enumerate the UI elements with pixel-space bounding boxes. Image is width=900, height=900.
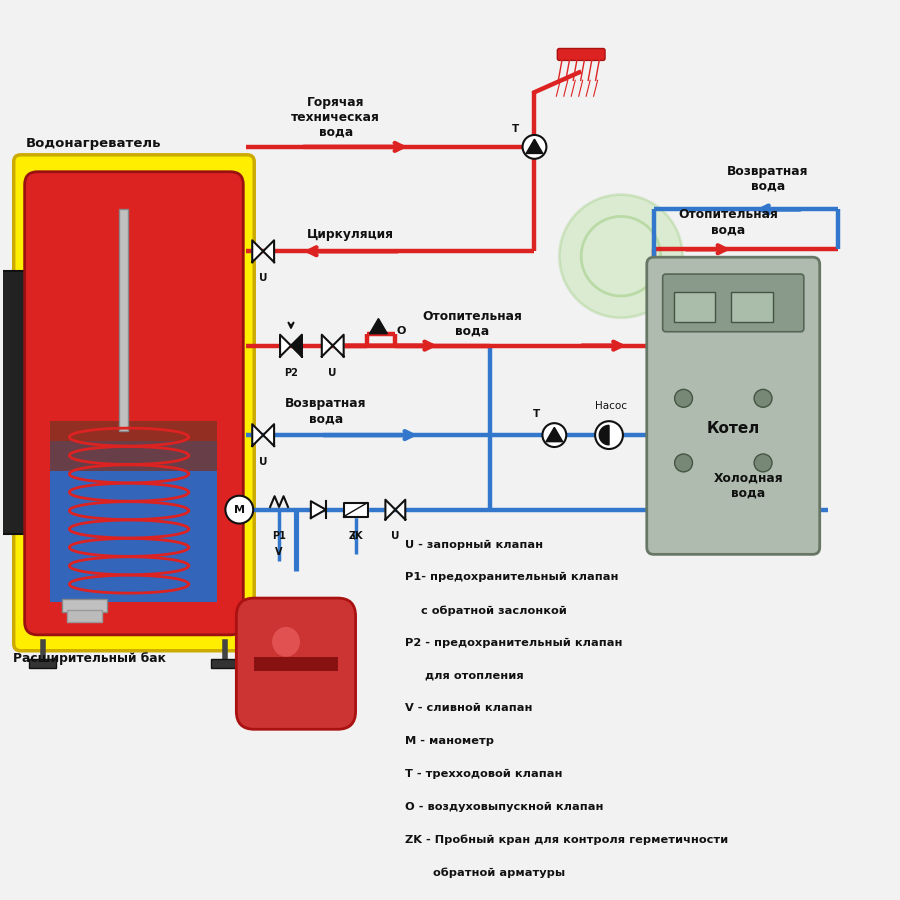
Text: Отопительная
вода: Отопительная вода [679,208,778,237]
Text: U: U [392,532,400,542]
Text: Холодная
вода: Холодная вода [714,472,783,500]
Bar [732,292,773,322]
Text: P1: P1 [272,532,286,542]
Polygon shape [322,335,333,356]
Text: O - воздуховыпускной клапан: O - воздуховыпускной клапан [405,802,604,812]
Bar [673,292,716,322]
Text: Возвратная
вода: Возвратная вода [727,165,809,193]
Circle shape [559,194,682,318]
Text: M: M [234,505,245,515]
Polygon shape [280,335,291,356]
Bar [0,271,24,535]
FancyBboxPatch shape [647,257,820,554]
Polygon shape [333,335,344,356]
Bar [50,421,218,471]
Text: P2 - предохранительный клапан: P2 - предохранительный клапан [405,638,623,648]
Bar [119,210,128,431]
Text: O: O [396,326,406,336]
Text: U: U [328,367,337,377]
Text: для отопления: для отопления [405,670,524,680]
Polygon shape [263,240,274,262]
Text: U: U [259,273,267,284]
Text: T: T [533,410,540,419]
Circle shape [595,421,623,449]
Circle shape [523,135,546,158]
Bar [68,610,103,622]
Polygon shape [252,240,263,262]
FancyBboxPatch shape [14,155,254,651]
Polygon shape [344,503,367,517]
Circle shape [754,454,772,472]
Circle shape [543,423,566,447]
Polygon shape [385,500,395,519]
FancyBboxPatch shape [24,172,243,634]
Polygon shape [310,501,326,518]
Text: V: V [275,547,283,557]
Bar [62,599,107,612]
Polygon shape [546,428,562,442]
Bar [29,659,57,668]
Text: Возвратная
вода: Возвратная вода [285,397,366,425]
Text: ZK - Пробный кран для контроля герметичности: ZK - Пробный кран для контроля герметичн… [405,834,728,845]
Circle shape [225,496,253,524]
Polygon shape [263,424,274,446]
Text: P2: P2 [284,367,298,377]
FancyBboxPatch shape [557,49,605,60]
Polygon shape [395,500,405,519]
Text: T - трехходовой клапан: T - трехходовой клапан [405,769,562,779]
Text: Циркуляция: Циркуляция [307,229,394,241]
Text: T: T [512,124,519,134]
Circle shape [675,390,692,408]
Text: Водонагреватель: Водонагреватель [25,137,161,150]
Text: Насос: Насос [595,401,627,411]
Bar [254,657,338,670]
Text: Котел: Котел [706,420,760,436]
Text: U: U [259,457,267,467]
Ellipse shape [272,627,300,657]
Text: ZK: ZK [348,532,363,542]
Polygon shape [252,424,263,446]
Polygon shape [291,335,302,356]
Polygon shape [599,426,609,445]
Text: P1- предохранительный клапан: P1- предохранительный клапан [405,572,619,582]
Text: Отопительная
вода: Отопительная вода [422,310,522,338]
Text: M - манометр: M - манометр [405,736,494,746]
Text: обратной арматуры: обратной арматуры [405,868,565,878]
Text: U - запорный клапан: U - запорный клапан [405,539,544,550]
FancyBboxPatch shape [237,598,356,729]
Circle shape [675,454,692,472]
Text: с обратной заслонкой: с обратной заслонкой [405,605,567,616]
Text: V - сливной клапан: V - сливной клапан [405,704,533,714]
Text: Горячая
техническая
вода: Горячая техническая вода [292,96,380,139]
Bar [50,441,218,602]
FancyBboxPatch shape [662,274,804,332]
Text: Расширительный бак: Расширительный бак [13,652,166,665]
Circle shape [754,390,772,408]
Bar [212,659,239,668]
Polygon shape [526,140,543,153]
Polygon shape [370,319,387,334]
